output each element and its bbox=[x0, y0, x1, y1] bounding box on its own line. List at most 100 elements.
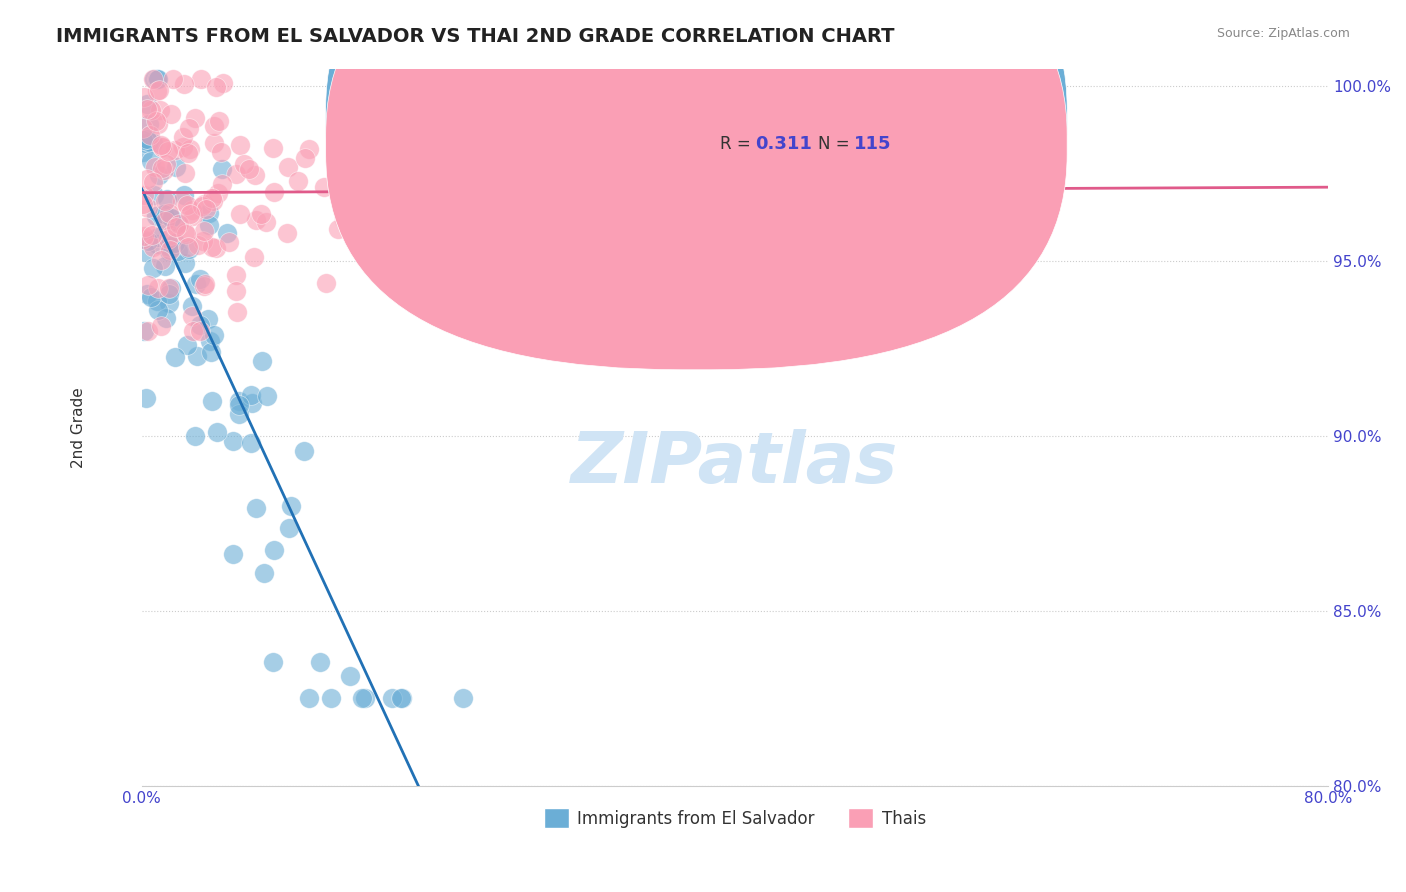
Point bbox=[160, 281, 183, 295]
Point bbox=[170, 194, 193, 208]
Point bbox=[134, 136, 156, 150]
Point bbox=[328, 222, 350, 236]
Point bbox=[150, 319, 173, 334]
Text: N =: N = bbox=[818, 135, 855, 153]
Text: Source: ZipAtlas.com: Source: ZipAtlas.com bbox=[1216, 27, 1350, 40]
Point bbox=[332, 211, 354, 226]
Point bbox=[187, 238, 209, 252]
Point bbox=[198, 218, 221, 232]
Point bbox=[344, 189, 367, 203]
Point bbox=[135, 391, 157, 405]
Point bbox=[256, 389, 278, 403]
Point bbox=[229, 207, 252, 221]
Point bbox=[277, 160, 299, 174]
Point bbox=[160, 211, 183, 226]
Legend: Immigrants from El Salvador, Thais: Immigrants from El Salvador, Thais bbox=[537, 801, 932, 835]
Point bbox=[181, 324, 204, 338]
Point bbox=[253, 566, 276, 580]
Text: R =: R = bbox=[720, 108, 755, 126]
Point bbox=[174, 225, 197, 239]
Point bbox=[262, 655, 284, 669]
Point bbox=[190, 318, 212, 332]
Point bbox=[186, 349, 208, 363]
Point bbox=[172, 130, 194, 145]
Point bbox=[146, 84, 169, 98]
Point bbox=[389, 691, 412, 706]
Point bbox=[148, 230, 170, 244]
Point bbox=[225, 284, 247, 298]
Point bbox=[136, 277, 159, 292]
Point bbox=[217, 226, 239, 240]
Point bbox=[136, 324, 159, 338]
Point bbox=[167, 244, 190, 258]
Point bbox=[181, 299, 204, 313]
Point bbox=[153, 206, 176, 220]
Point bbox=[132, 188, 155, 202]
Point bbox=[184, 111, 207, 125]
Point bbox=[132, 133, 155, 147]
Point bbox=[229, 138, 252, 153]
FancyBboxPatch shape bbox=[326, 0, 1067, 370]
Point bbox=[155, 157, 177, 171]
Point bbox=[148, 83, 170, 97]
Text: -0.529: -0.529 bbox=[755, 108, 820, 126]
Point bbox=[143, 160, 166, 174]
Point bbox=[188, 272, 211, 286]
Point bbox=[198, 206, 221, 220]
Point bbox=[156, 213, 179, 227]
Point bbox=[166, 216, 188, 230]
Point bbox=[245, 213, 267, 227]
Point bbox=[146, 236, 169, 251]
Point bbox=[177, 240, 200, 254]
Point bbox=[233, 156, 256, 170]
Text: ZIPatlas: ZIPatlas bbox=[571, 428, 898, 498]
Point bbox=[152, 139, 174, 153]
Point bbox=[263, 186, 285, 200]
Point bbox=[159, 243, 181, 257]
Point bbox=[240, 388, 263, 402]
Point bbox=[142, 175, 165, 189]
Point bbox=[176, 197, 198, 211]
Point bbox=[163, 351, 186, 365]
Point bbox=[292, 444, 315, 458]
Point bbox=[159, 107, 181, 121]
Point bbox=[222, 547, 245, 561]
Point bbox=[132, 145, 155, 160]
Point bbox=[160, 227, 183, 242]
Point bbox=[209, 145, 232, 159]
Point bbox=[135, 287, 157, 301]
Point bbox=[201, 239, 224, 253]
Point bbox=[228, 407, 250, 421]
Text: 0.311: 0.311 bbox=[755, 135, 813, 153]
Point bbox=[139, 103, 162, 117]
Point bbox=[136, 234, 159, 248]
Point bbox=[163, 143, 186, 157]
Point bbox=[148, 303, 170, 318]
Point bbox=[156, 193, 179, 207]
Point bbox=[381, 691, 404, 706]
Point bbox=[173, 77, 195, 91]
Point bbox=[202, 328, 225, 343]
Point bbox=[150, 161, 173, 175]
Text: IMMIGRANTS FROM EL SALVADOR VS THAI 2ND GRADE CORRELATION CHART: IMMIGRANTS FROM EL SALVADOR VS THAI 2ND … bbox=[56, 27, 894, 45]
Point bbox=[141, 227, 163, 242]
Point bbox=[173, 166, 195, 180]
Point bbox=[134, 324, 156, 338]
Point bbox=[254, 215, 277, 229]
Point bbox=[155, 260, 177, 274]
Point bbox=[135, 132, 157, 146]
Point bbox=[205, 80, 228, 95]
Point bbox=[139, 290, 162, 304]
Point bbox=[132, 89, 155, 103]
Text: 90: 90 bbox=[853, 108, 879, 126]
Point bbox=[136, 96, 159, 111]
Point bbox=[451, 691, 474, 706]
Point bbox=[148, 168, 170, 182]
Point bbox=[153, 162, 176, 177]
Point bbox=[165, 160, 187, 174]
Text: 115: 115 bbox=[853, 135, 891, 153]
Point bbox=[179, 207, 201, 221]
Point bbox=[202, 136, 225, 150]
Point bbox=[201, 191, 224, 205]
Point bbox=[228, 398, 250, 412]
